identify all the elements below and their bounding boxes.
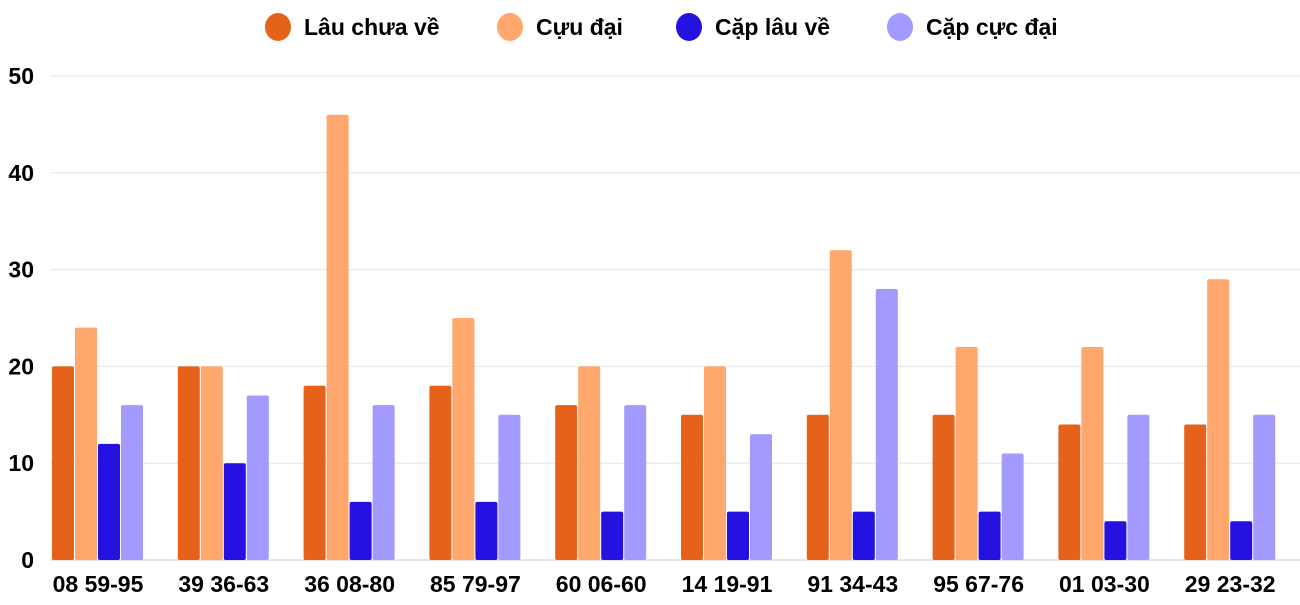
bar-1-1: [52, 366, 74, 560]
bar-1-3: [303, 385, 326, 560]
bar-4-4: [498, 414, 521, 560]
y-axis: 0 10 20 30 40 50: [8, 63, 34, 573]
bar-4-2: [246, 395, 269, 560]
bar-2-6: [704, 366, 726, 560]
legend: Lâu chưa về Cựu đại Cặp lâu về Cặp cực đại: [265, 13, 1058, 41]
bar-1-6: [681, 414, 703, 560]
bar-2-1: [75, 327, 97, 560]
bar-2-7: [829, 250, 852, 561]
bar-1-8: [932, 414, 955, 560]
x-tick-label: 01 03-30: [1059, 571, 1150, 597]
legend-label: Cặp lâu về: [715, 14, 830, 40]
bar-2-9: [1081, 347, 1104, 560]
x-tick-label: 60 06-60: [556, 571, 647, 597]
bar-1-7: [806, 414, 829, 560]
y-tick-label: 30: [8, 257, 34, 283]
y-tick-label: 50: [8, 63, 34, 89]
legend-label: Lâu chưa về: [304, 14, 440, 40]
x-tick-label: 29 23-32: [1185, 571, 1276, 597]
legend-label: Cặp cực đại: [926, 14, 1058, 40]
legend-marker-icon: [676, 13, 702, 41]
bar-1-10: [1184, 424, 1207, 560]
bar-1-9: [1058, 424, 1081, 560]
y-tick-label: 0: [21, 547, 34, 573]
bar-3-8: [978, 511, 1001, 560]
bar-3-10: [1230, 521, 1253, 560]
bar-4-5: [624, 405, 647, 560]
x-tick-label: 14 19-91: [682, 571, 773, 597]
bar-4-1: [121, 405, 143, 560]
bar-4-3: [372, 405, 395, 560]
legend-marker-icon: [497, 13, 523, 41]
x-tick-label: 95 67-76: [933, 571, 1024, 597]
bar-4-8: [1001, 453, 1024, 560]
x-tick-label: 08 59-95: [53, 571, 144, 597]
x-tick-label: 36 08-80: [304, 571, 395, 597]
bar-4-7: [875, 288, 898, 560]
legend-label: Cựu đại: [536, 14, 623, 40]
y-tick-label: 20: [8, 353, 34, 379]
bar-4-9: [1127, 414, 1150, 560]
bar-3-2: [223, 463, 246, 560]
bar-2-8: [955, 347, 978, 560]
bar-3-7: [852, 511, 875, 560]
bar-2-3: [326, 114, 349, 560]
x-tick-label: 85 79-97: [430, 571, 521, 597]
bar-3-3: [349, 501, 372, 560]
bar-2-10: [1207, 279, 1230, 560]
y-tick-label: 10: [8, 450, 34, 476]
bar-2-4: [452, 318, 475, 560]
bar-2-2: [200, 366, 223, 560]
bar-2-5: [578, 366, 601, 560]
bar-3-5: [601, 511, 624, 560]
x-axis: 08 59-95 39 36-63 36 08-80 85 79-97 60 06-60…: [53, 571, 1276, 597]
bar-1-5: [555, 405, 578, 560]
bar-4-6: [750, 434, 772, 560]
bar-4-10: [1253, 414, 1276, 560]
bar-3-9: [1104, 521, 1127, 560]
x-tick-label: 39 36-63: [178, 571, 269, 597]
y-tick-label: 40: [8, 160, 34, 186]
x-tick-label: 91 34-43: [807, 571, 898, 597]
bar-3-4: [475, 501, 498, 560]
bar-1-4: [429, 385, 452, 560]
bar-3-6: [727, 511, 749, 560]
legend-marker-icon: [887, 13, 913, 41]
legend-marker-icon: [265, 13, 291, 41]
bar-3-1: [98, 443, 120, 560]
bar-1-2: [177, 366, 200, 560]
bars: [52, 114, 1276, 561]
